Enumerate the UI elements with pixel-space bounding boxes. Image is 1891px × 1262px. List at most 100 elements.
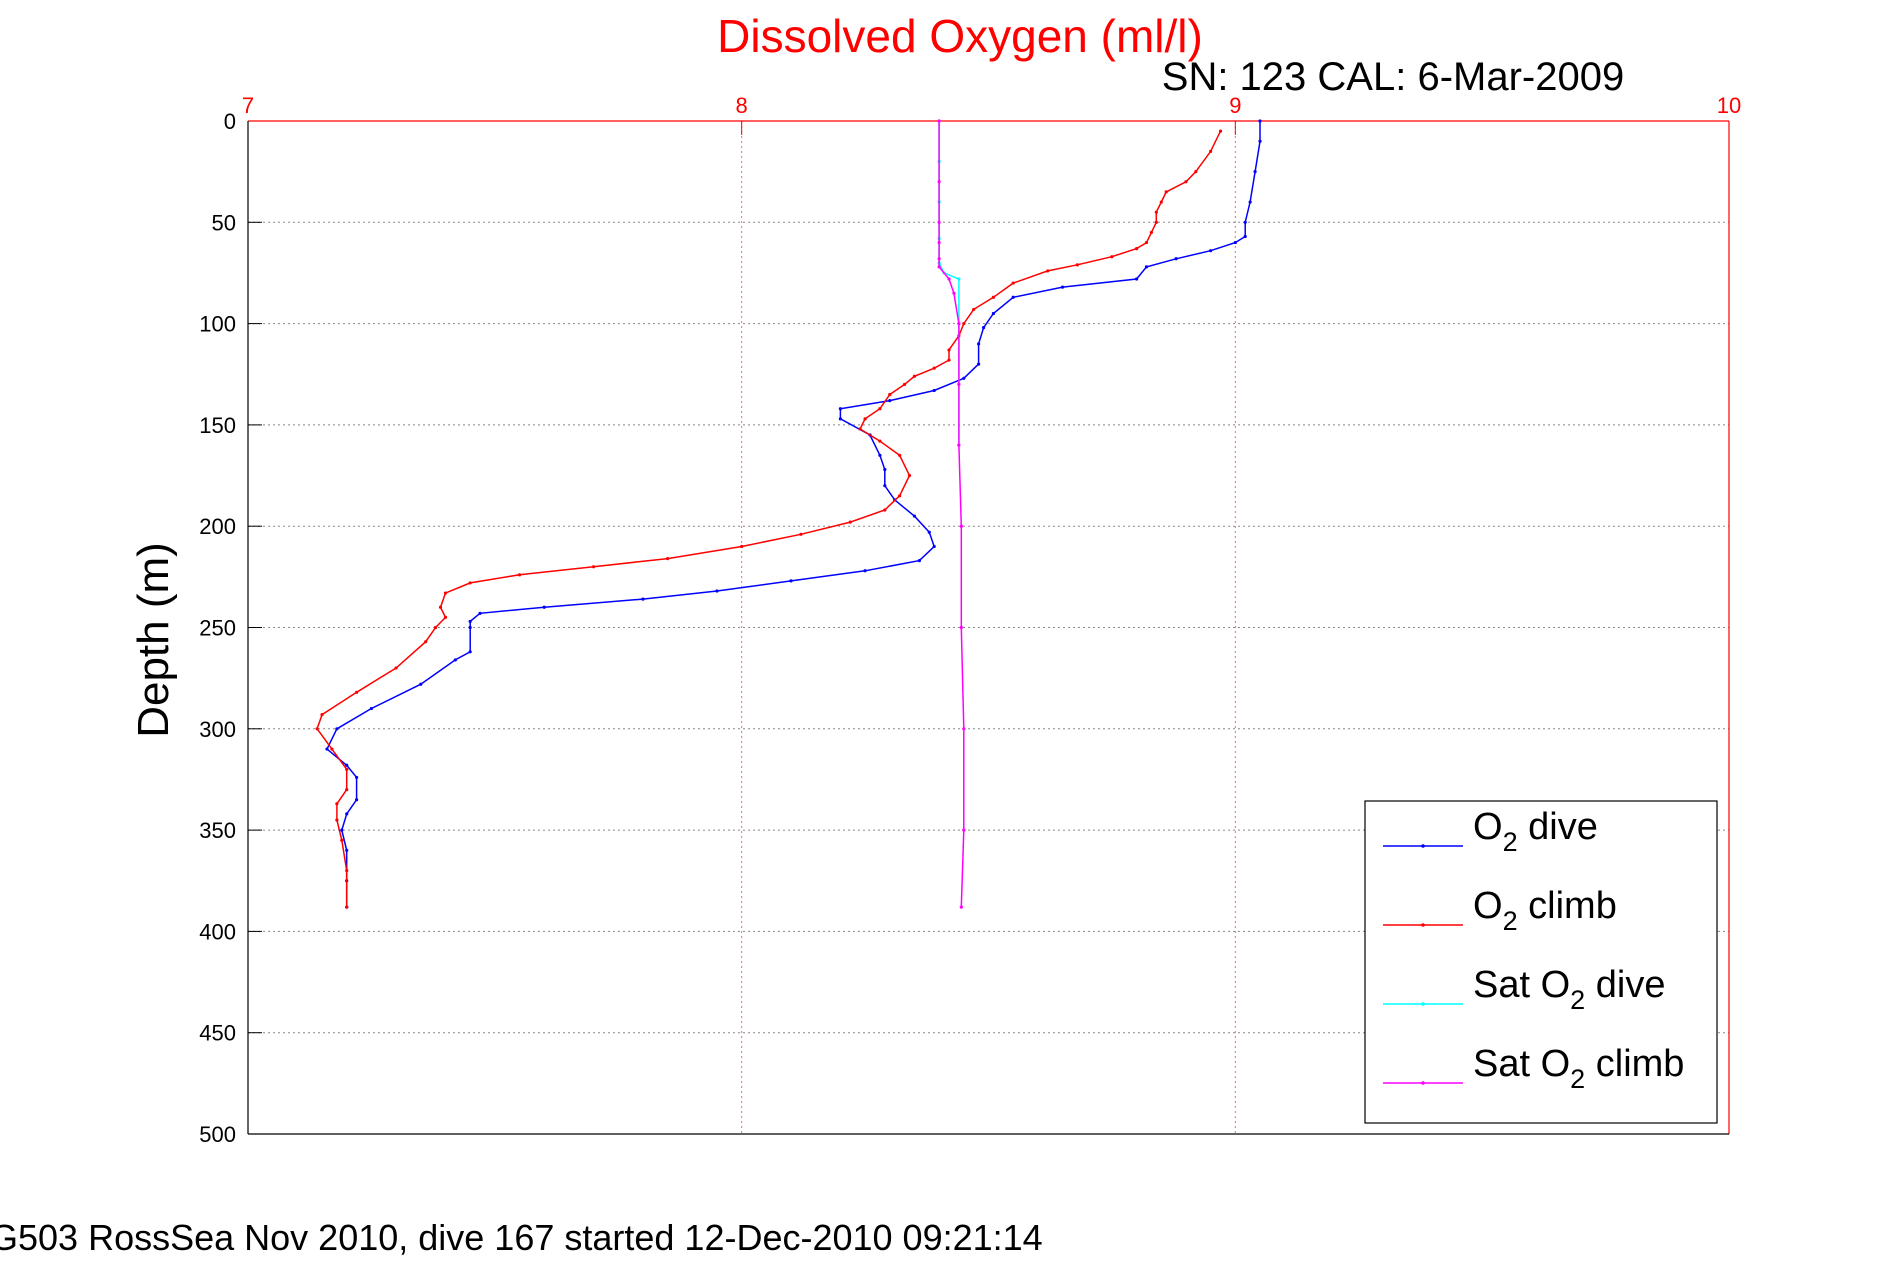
data-point-o2_dive	[932, 544, 936, 549]
data-point-o2_climb	[1135, 247, 1139, 251]
data-point-sat_o2_climb	[962, 727, 966, 731]
data-point-o2_dive	[345, 763, 349, 767]
data-point-o2_dive	[340, 828, 344, 832]
data-point-o2_dive	[838, 417, 843, 421]
data-point-o2_climb	[1154, 210, 1158, 214]
y-tick-label: 150	[199, 413, 236, 438]
data-point-o2_dive	[1135, 277, 1139, 281]
data-point-o2_dive	[1174, 257, 1178, 261]
data-point-o2_dive	[1258, 139, 1262, 143]
data-point-o2_climb	[1164, 190, 1168, 194]
data-point-o2_climb	[666, 557, 670, 561]
data-point-o2_climb	[443, 615, 448, 619]
legend-entry-o2_climb: O2 climb	[1473, 885, 1617, 936]
data-point-o2_dive	[1011, 295, 1015, 299]
data-point-o2_climb	[907, 473, 912, 478]
data-point-o2_dive	[977, 362, 981, 366]
data-point-o2_climb	[932, 366, 936, 370]
data-point-o2_dive	[1209, 249, 1213, 253]
data-point-o2_climb	[740, 544, 744, 549]
data-point-o2_dive	[1248, 200, 1252, 204]
data-point-o2_dive	[335, 727, 339, 731]
data-point-o2_dive	[789, 579, 793, 583]
data-point-o2_dive	[878, 453, 882, 457]
data-point-o2_climb	[1194, 170, 1198, 174]
data-point-o2_climb	[863, 417, 867, 421]
data-point-o2_climb	[912, 374, 917, 378]
data-point-o2_climb	[340, 838, 344, 842]
data-point-sat_o2_climb	[937, 240, 941, 245]
data-point-o2_dive	[888, 398, 892, 403]
data-point-o2_dive	[962, 376, 966, 380]
data-point-o2_dive	[838, 407, 843, 411]
chart-title: Dissolved Oxygen (ml/l)	[717, 10, 1203, 62]
x-tick-label: 8	[736, 93, 748, 118]
legend-entry-o2_dive: O2 dive	[1473, 806, 1598, 857]
data-point-o2_climb	[433, 625, 438, 630]
data-point-o2_climb	[1184, 180, 1188, 184]
legend-marker-o2_dive	[1421, 844, 1425, 848]
x-tick-label: 9	[1229, 93, 1241, 118]
data-point-o2_dive	[369, 706, 374, 711]
data-point-o2_climb	[355, 690, 359, 694]
data-point-sat_o2_climb	[937, 265, 941, 269]
data-point-sat_o2_climb	[962, 828, 966, 832]
x-tick-label: 7	[242, 93, 254, 118]
data-point-sat_o2_climb	[952, 291, 956, 295]
data-point-o2_climb	[898, 453, 902, 457]
data-point-o2_dive	[453, 658, 457, 662]
data-point-sat_o2_climb	[959, 625, 963, 630]
data-point-o2_climb	[991, 295, 996, 299]
data-point-o2_climb	[345, 905, 349, 909]
data-point-o2_dive	[932, 388, 936, 393]
y-axis-label: Depth (m)	[129, 542, 178, 738]
data-point-o2_climb	[1149, 230, 1154, 235]
data-point-sat_o2_climb	[937, 220, 941, 224]
data-point-o2_climb	[898, 494, 902, 498]
footer-caption: G503 RossSea Nov 2010, dive 167 started …	[0, 1217, 1043, 1258]
y-tick-label: 100	[199, 312, 236, 337]
chart-subtitle: SN: 123 CAL: 6-Mar-2009	[1162, 55, 1624, 99]
data-point-o2_dive	[542, 605, 546, 609]
data-point-o2_dive	[325, 747, 329, 751]
data-point-o2_climb	[1154, 220, 1158, 224]
data-point-o2_climb	[438, 605, 443, 609]
data-point-o2_dive	[1233, 240, 1237, 245]
data-point-o2_climb	[1110, 255, 1114, 259]
legend: O2 dive O2 climb Sat O2 dive Sat O2 climb	[1364, 800, 1718, 1124]
data-point-o2_dive	[917, 559, 921, 563]
y-tick-label: 450	[199, 1021, 236, 1046]
data-point-o2_dive	[863, 569, 867, 573]
data-point-o2_dive	[1243, 220, 1247, 224]
y-tick-label: 300	[199, 717, 236, 742]
legend-marker-sat_o2_dive	[1421, 1002, 1425, 1006]
data-point-o2_dive	[1144, 265, 1149, 269]
data-point-o2_climb	[962, 322, 966, 326]
data-point-o2_climb	[1209, 149, 1213, 153]
y-tick-label: 250	[199, 616, 236, 641]
data-point-o2_climb	[947, 348, 951, 352]
data-point-o2_dive	[981, 326, 986, 330]
data-point-o2_climb	[345, 869, 349, 873]
data-point-sat_o2_climb	[937, 257, 941, 261]
data-point-o2_dive	[1253, 170, 1257, 174]
data-point-o2_dive	[345, 812, 349, 816]
legend-box	[1364, 800, 1718, 1124]
data-point-o2_climb	[1159, 200, 1163, 204]
data-point-sat_o2_climb	[957, 382, 961, 386]
data-point-o2_dive	[991, 311, 996, 316]
data-point-o2_climb	[335, 818, 339, 822]
data-point-sat_o2_climb	[947, 277, 951, 281]
series-line-sat_o2_climb	[938, 121, 965, 908]
data-point-o2_dive	[883, 484, 887, 488]
data-point-o2_climb	[858, 427, 862, 431]
data-point-o2_climb	[902, 382, 907, 386]
data-point-o2_climb	[799, 532, 803, 536]
data-point-o2_climb	[468, 581, 472, 585]
legend-entry-sat_o2_climb: Sat O2 climb	[1473, 1043, 1684, 1094]
data-point-o2_climb	[878, 439, 882, 443]
data-series	[315, 119, 1262, 909]
data-point-o2_dive	[468, 625, 472, 630]
x-tick-label: 10	[1717, 93, 1741, 118]
